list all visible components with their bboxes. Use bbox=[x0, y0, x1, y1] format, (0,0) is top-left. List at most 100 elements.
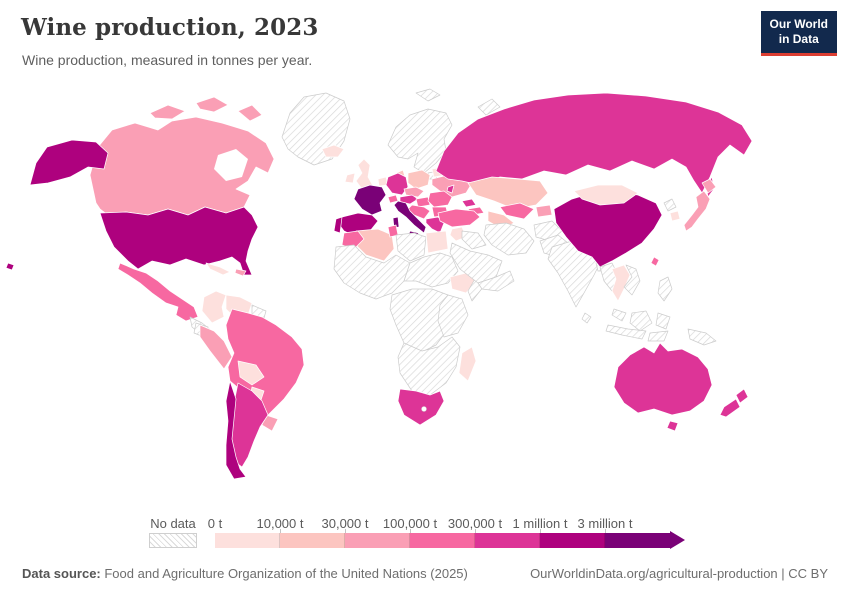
country-morocco[interactable] bbox=[341, 230, 365, 250]
country-philippines[interactable] bbox=[657, 276, 673, 302]
country-iceland[interactable] bbox=[321, 144, 345, 158]
country-southern-africa[interactable] bbox=[397, 336, 461, 396]
lesotho bbox=[421, 406, 427, 412]
legend-tick-1 bbox=[280, 529, 281, 533]
country-canada-arctic-3[interactable] bbox=[237, 104, 263, 122]
country-malaysia[interactable] bbox=[611, 308, 627, 322]
legend-tick-4 bbox=[475, 529, 476, 533]
legend-tick-label-4: 300,000 t bbox=[447, 516, 503, 531]
country-papua-new-guinea[interactable] bbox=[687, 328, 717, 346]
country-east-africa[interactable] bbox=[437, 294, 469, 338]
country-russia[interactable] bbox=[435, 92, 753, 194]
owid-logo[interactable]: Our World in Data bbox=[760, 11, 837, 56]
country-south-korea[interactable] bbox=[669, 210, 681, 222]
legend-segment-2[interactable] bbox=[345, 533, 410, 548]
country-colombia[interactable] bbox=[201, 290, 227, 324]
world-map bbox=[0, 85, 850, 505]
country-moldova[interactable] bbox=[446, 184, 455, 194]
country-bolivia[interactable] bbox=[237, 360, 265, 386]
country-new-zealand-north[interactable] bbox=[735, 388, 749, 404]
country-south-africa[interactable] bbox=[397, 388, 445, 426]
legend-bar bbox=[215, 529, 670, 548]
country-united-kingdom[interactable] bbox=[355, 158, 374, 190]
legend-segment-6[interactable] bbox=[605, 533, 670, 548]
country-madagascar[interactable] bbox=[458, 346, 477, 382]
country-sulawesi[interactable] bbox=[655, 312, 671, 330]
page-title: Wine production, 2023 bbox=[21, 14, 319, 41]
country-sri-lanka[interactable] bbox=[581, 312, 592, 324]
country-iraq[interactable] bbox=[461, 230, 487, 250]
country-hungary[interactable] bbox=[415, 196, 431, 208]
country-czechia-slovakia[interactable] bbox=[403, 186, 425, 198]
country-cuba[interactable] bbox=[205, 262, 231, 276]
country-tasmania[interactable] bbox=[666, 420, 679, 432]
legend-arrow bbox=[670, 531, 685, 549]
country-north-korea[interactable] bbox=[663, 198, 677, 212]
country-japan-hokkaido[interactable] bbox=[701, 178, 717, 194]
legend-segment-1[interactable] bbox=[280, 533, 345, 548]
country-borneo[interactable] bbox=[629, 310, 653, 332]
legend-segment-5[interactable] bbox=[540, 533, 605, 548]
legend-tick-5 bbox=[540, 529, 541, 533]
country-alaska[interactable] bbox=[29, 139, 109, 186]
country-georgia[interactable] bbox=[461, 198, 477, 208]
country-libya[interactable] bbox=[395, 232, 427, 262]
country-canada-arctic-1[interactable] bbox=[149, 104, 186, 120]
country-indonesia-west[interactable] bbox=[605, 324, 647, 340]
world-map-svg bbox=[5, 88, 753, 480]
country-kazakhstan[interactable] bbox=[467, 176, 549, 210]
legend-tick-label-2: 30,000 t bbox=[321, 516, 369, 531]
legend-no-data-swatch[interactable] bbox=[149, 533, 197, 548]
country-portugal[interactable] bbox=[333, 216, 343, 234]
country-indonesia-east[interactable] bbox=[647, 330, 669, 342]
country-switzerland[interactable] bbox=[387, 194, 399, 204]
country-italy[interactable] bbox=[393, 200, 427, 234]
country-peru[interactable] bbox=[199, 324, 233, 370]
legend-tick-label-3: 100,000 t bbox=[382, 516, 438, 531]
country-turkey[interactable] bbox=[437, 208, 481, 228]
country-egypt[interactable] bbox=[425, 230, 449, 254]
country-france[interactable] bbox=[353, 184, 387, 216]
owid-logo-line1: Our World bbox=[769, 17, 828, 31]
data-source: Data source: Food and Agriculture Organi… bbox=[22, 566, 468, 581]
country-poland[interactable] bbox=[407, 169, 431, 190]
hudson-bay bbox=[214, 149, 248, 181]
country-japan[interactable] bbox=[683, 190, 711, 232]
country-hawaii[interactable] bbox=[5, 262, 15, 271]
country-united-states[interactable] bbox=[99, 206, 259, 276]
legend-segment-0[interactable] bbox=[215, 533, 280, 548]
data-source-text: Food and Agriculture Organization of the… bbox=[100, 566, 468, 581]
country-central-africa[interactable] bbox=[389, 288, 457, 354]
legend-tick-label-0: 0 t bbox=[207, 516, 223, 531]
legend-segment-3[interactable] bbox=[410, 533, 475, 548]
country-yemen-oman[interactable] bbox=[477, 270, 515, 292]
legend-tick-6 bbox=[605, 529, 606, 533]
legend-segment-4[interactable] bbox=[475, 533, 540, 548]
country-iran[interactable] bbox=[483, 222, 535, 256]
legend-tick-label-6: 3 million t bbox=[577, 516, 633, 531]
credit-link[interactable]: OurWorldinData.org/agricultural-producti… bbox=[530, 566, 828, 581]
legend-tick-2 bbox=[345, 529, 346, 533]
country-romania[interactable] bbox=[427, 190, 453, 208]
country-new-zealand-south[interactable] bbox=[719, 398, 741, 418]
legend-labels: 0 t 10,000 t 30,000 t 100,000 t 300,000 t 1 m… bbox=[208, 516, 695, 532]
country-kyrgyzstan-tajikistan[interactable] bbox=[535, 204, 553, 218]
country-thailand-laos[interactable] bbox=[611, 264, 631, 302]
data-source-label: Data source: bbox=[22, 566, 101, 581]
page-subtitle: Wine production, measured in tonnes per … bbox=[22, 52, 313, 68]
legend-tick-label-5: 1 million t bbox=[512, 516, 568, 531]
country-hispaniola[interactable] bbox=[234, 268, 247, 277]
country-novaya-zemlya[interactable] bbox=[477, 98, 501, 116]
country-vietnam[interactable] bbox=[623, 264, 641, 296]
country-chile[interactable] bbox=[225, 380, 247, 480]
country-svalbard[interactable] bbox=[415, 88, 441, 102]
country-taiwan[interactable] bbox=[650, 256, 660, 267]
country-ireland[interactable] bbox=[344, 172, 356, 184]
country-mongolia[interactable] bbox=[573, 184, 639, 206]
country-australia[interactable] bbox=[613, 342, 713, 416]
country-mexico[interactable] bbox=[117, 262, 199, 322]
country-uzbekistan[interactable] bbox=[499, 202, 535, 220]
country-canada[interactable] bbox=[89, 116, 275, 216]
country-canada-arctic-2[interactable] bbox=[195, 96, 229, 113]
